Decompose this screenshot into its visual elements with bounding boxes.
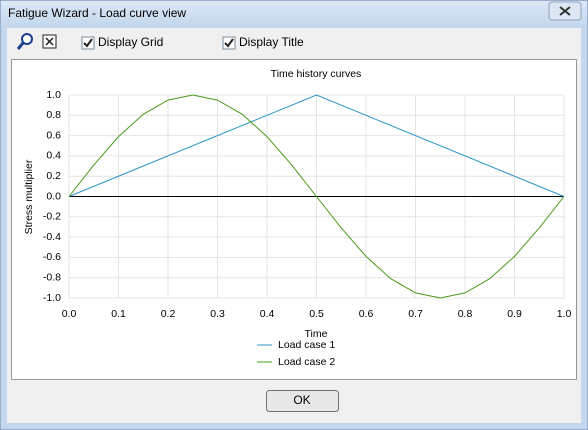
checkmark (224, 38, 234, 48)
chart-panel (11, 59, 577, 380)
window-title: Fatigue Wizard - Load curve view (8, 6, 186, 20)
zoom-tool-icon[interactable] (16, 33, 33, 50)
y-tick-label: 1.0 (46, 89, 61, 101)
y-tick-label: 0.8 (46, 109, 61, 121)
legend-label: Load case 2 (278, 356, 335, 368)
button-label: OK (293, 393, 310, 407)
fit-tool-icon[interactable] (42, 34, 57, 49)
x-tick-label: 0.8 (458, 308, 473, 320)
x-tick-label: 0.0 (62, 308, 77, 320)
y-tick-label: 0.6 (46, 129, 61, 141)
checkbox-label: Display Grid (98, 35, 163, 49)
y-tick-label: -0.2 (43, 211, 61, 223)
title-bar (1, 1, 587, 28)
x-tick-label: 0.2 (161, 308, 176, 320)
x-tick-label: 0.1 (111, 308, 126, 320)
x-tick-label: 0.3 (210, 308, 225, 320)
ok-button[interactable]: OK (266, 390, 339, 412)
checkbox-label: Display Title (239, 35, 304, 49)
y-tick-label: 0.2 (46, 170, 61, 182)
y-tick-label: 0.0 (46, 190, 61, 202)
y-tick-label: -1.0 (43, 292, 61, 304)
y-tick-label: -0.8 (43, 271, 61, 283)
series-line (68, 94, 565, 299)
x-tick-label: 0.5 (309, 308, 324, 320)
chart-title: Time history curves (271, 68, 362, 80)
checkmark (83, 38, 93, 48)
checkbox-display-grid[interactable] (81, 36, 95, 50)
close-button[interactable] (548, 1, 582, 21)
checkbox-display-title[interactable] (222, 36, 236, 50)
y-tick-label: 0.4 (46, 150, 61, 162)
x-axis-label: Time (305, 328, 328, 340)
x-tick-label: 0.4 (260, 308, 275, 320)
x-tick-label: 0.7 (408, 308, 423, 320)
y-tick-label: -0.4 (43, 231, 61, 243)
legend-label: Load case 1 (278, 339, 335, 351)
series-line (68, 94, 565, 197)
y-axis-label: Stress multiplier (23, 159, 35, 234)
x-tick-label: 0.9 (507, 308, 522, 320)
x-tick-label: 0.6 (359, 308, 374, 320)
x-tick-label: 1.0 (557, 308, 572, 320)
y-tick-label: -0.6 (43, 251, 61, 263)
